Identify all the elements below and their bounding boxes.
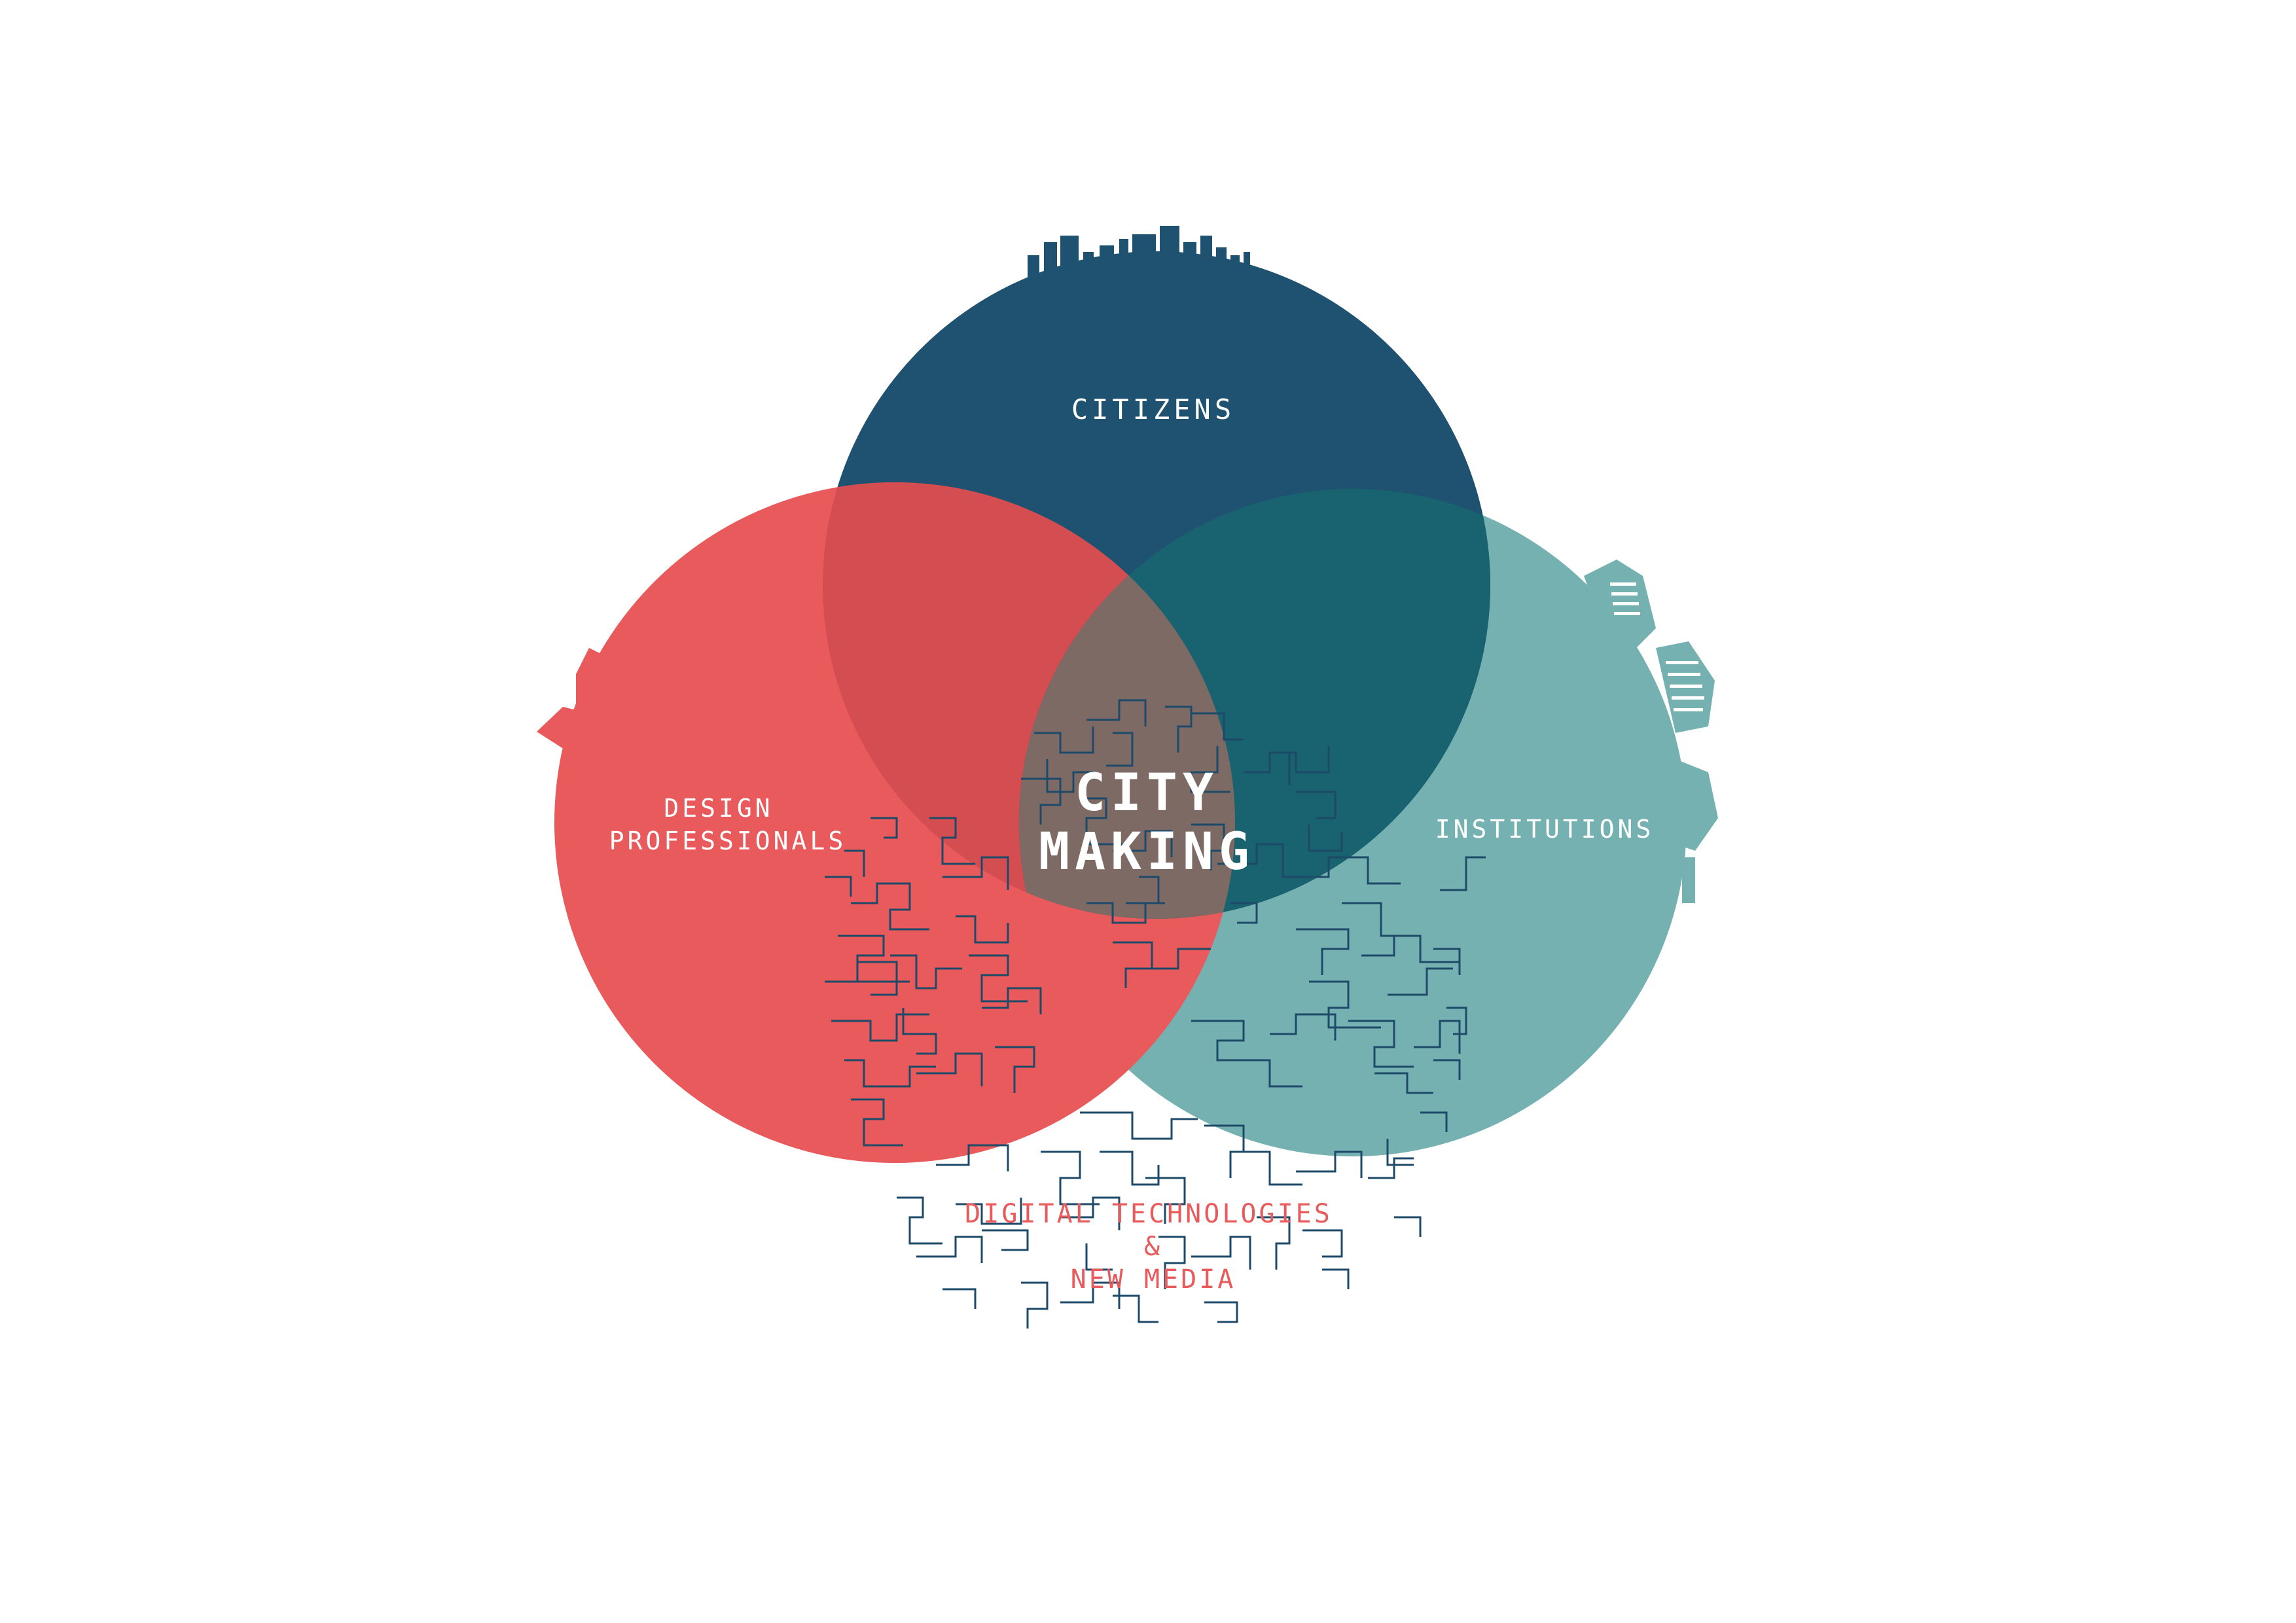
- street-map-pattern-icon: [825, 699, 1486, 1329]
- overlap-center: [1019, 489, 1235, 919]
- bottom-label-line3: NEW MEDIA: [1071, 1264, 1236, 1294]
- bottom-label-line1: DIGITAL TECHNOLOGIES: [965, 1199, 1333, 1229]
- design-label-line1: DESIGN: [664, 794, 773, 823]
- center-title-line1: CITY: [1075, 764, 1219, 823]
- design-label-line2: PROFESSIONALS: [609, 827, 846, 855]
- center-title-line2: MAKING: [1039, 823, 1255, 882]
- citizens-label: CITIZENS: [1071, 393, 1235, 425]
- institutions-label: INSTITUTIONS: [1435, 815, 1655, 844]
- bottom-label-line2: &: [1144, 1232, 1162, 1262]
